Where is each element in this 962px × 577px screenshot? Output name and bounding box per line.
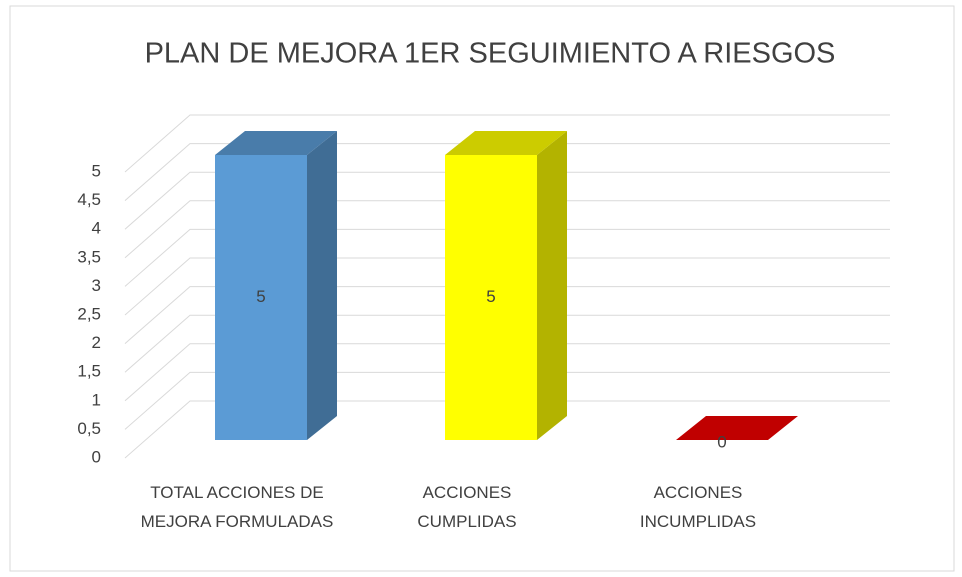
grid-line [124,257,890,316]
bar-top [676,416,798,440]
grid-line [124,286,890,344]
grid-line [124,314,890,373]
grid-line [124,143,890,201]
grid-line [124,171,890,230]
y-tick-label: 5 [92,161,101,180]
grid-line [124,400,890,459]
bar [445,155,537,440]
y-tick-label: 4 [92,219,101,238]
bar-top [445,131,567,155]
x-tick-label: TOTAL ACCIONES DE MEJORA FORMULADAS [140,483,334,531]
grid-line [124,343,890,402]
data-label: 0 [717,432,726,451]
y-tick-label: 3 [92,276,101,295]
y-tick-label: 2,5 [77,304,101,323]
y-tick-label: 1,5 [77,362,101,381]
bar-side [537,131,567,440]
grid-line [124,371,890,430]
data-label: 5 [256,287,265,306]
y-tick-label: 0,5 [77,419,101,438]
y-tick-label: 1 [92,390,101,409]
y-tick-label: 0 [92,447,101,466]
chart-title: PLAN DE MEJORA 1ER SEGUIMIENTO A RIESGOS [145,38,836,70]
y-tick-label: 2 [92,333,101,352]
bar-side [307,131,337,440]
y-tick-label: 4,5 [77,190,101,209]
bar [215,155,307,440]
y-tick-label: 3,5 [77,247,101,266]
grid-line [124,114,890,173]
bar-top [215,131,337,155]
x-tick-label: ACCIONES INCUMPLIDAS [639,483,757,531]
x-tick-label: ACCIONES CUMPLIDAS [417,483,517,531]
grid-line [124,200,890,259]
grid-line [124,228,890,287]
data-label: 5 [486,287,495,306]
